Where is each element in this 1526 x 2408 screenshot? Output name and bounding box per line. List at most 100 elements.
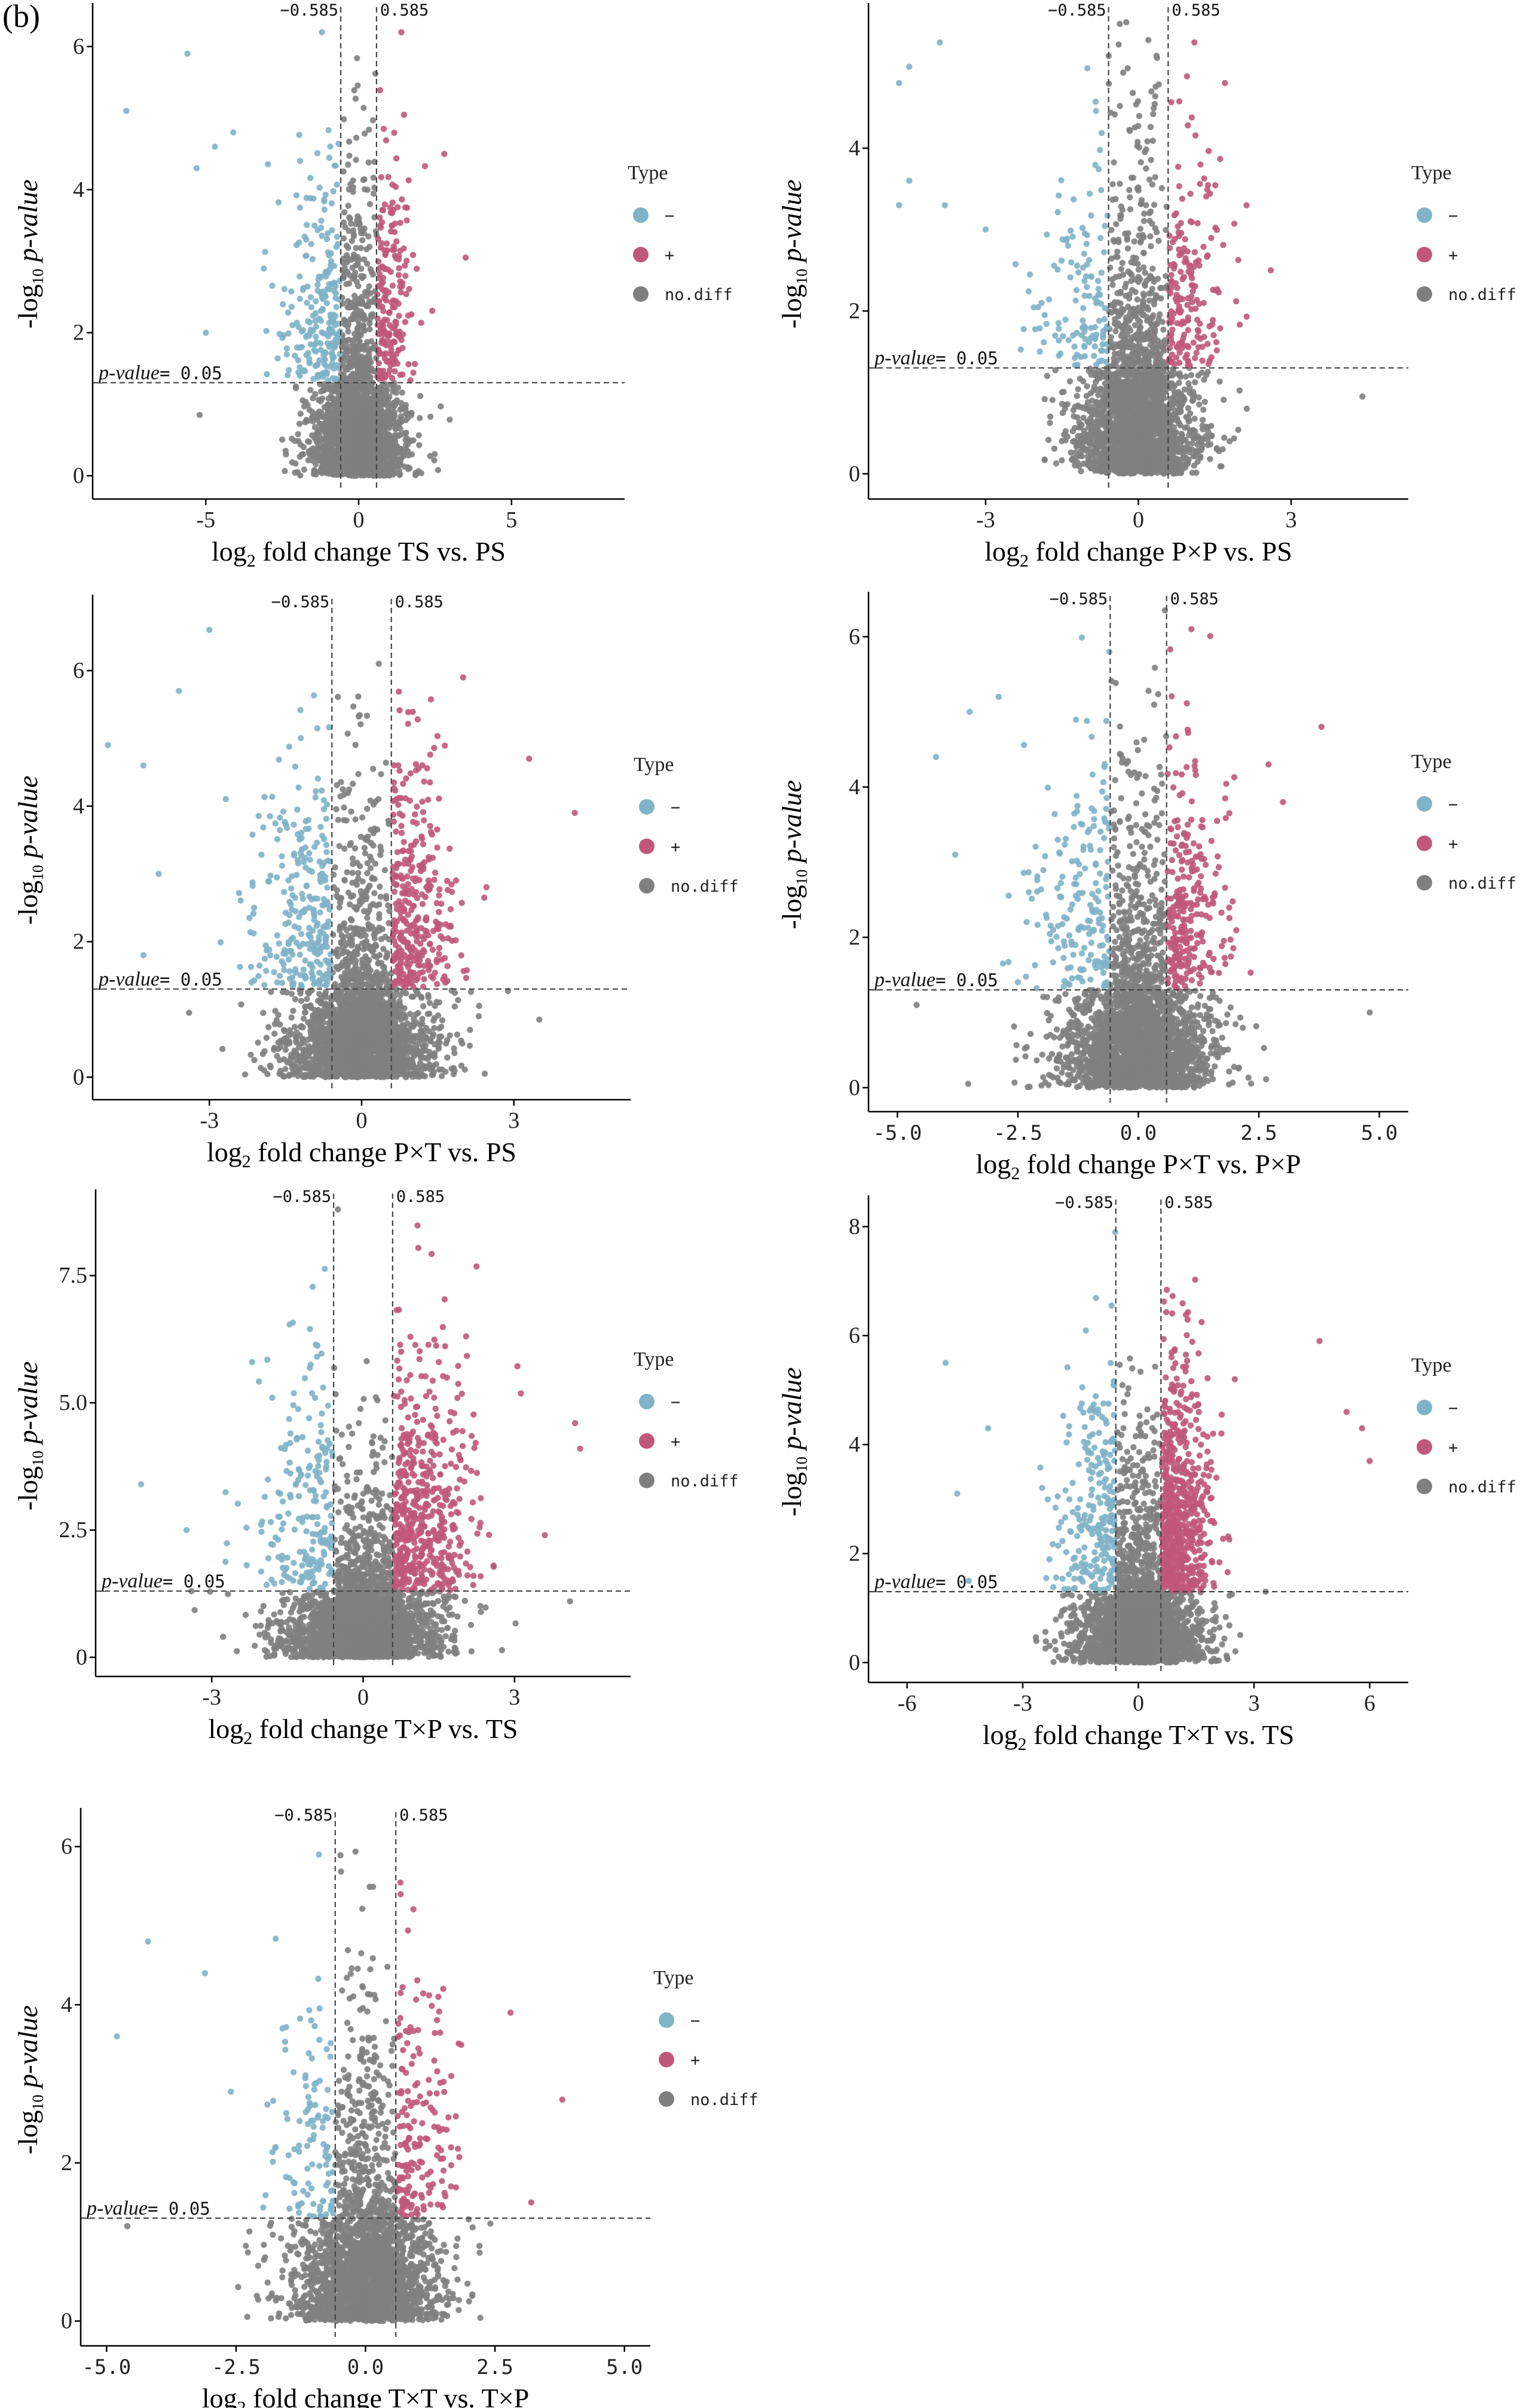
point-nodiff bbox=[345, 138, 353, 145]
point-nodiff bbox=[1045, 436, 1052, 443]
point-nodiff bbox=[1111, 111, 1118, 118]
point-up bbox=[414, 265, 420, 272]
point-down bbox=[296, 273, 303, 280]
point-down bbox=[184, 50, 191, 57]
point-down bbox=[331, 163, 338, 169]
point-nodiff bbox=[355, 363, 362, 370]
point-down bbox=[328, 200, 335, 207]
point-nodiff bbox=[1186, 384, 1193, 391]
point-nodiff bbox=[1160, 345, 1167, 352]
point-up bbox=[389, 199, 396, 206]
point-nodiff bbox=[308, 414, 316, 421]
point-nodiff bbox=[348, 237, 356, 244]
point-nodiff bbox=[347, 272, 353, 279]
point-down bbox=[289, 322, 296, 329]
point-down bbox=[288, 304, 295, 310]
point-nodiff bbox=[340, 235, 347, 242]
point-nodiff bbox=[410, 437, 417, 443]
point-up bbox=[376, 303, 383, 310]
point-nodiff bbox=[351, 87, 357, 94]
point-down bbox=[323, 300, 331, 307]
point-nodiff bbox=[361, 316, 368, 323]
x-tick-label: 5 bbox=[506, 507, 517, 533]
point-down bbox=[304, 299, 310, 306]
point-nodiff bbox=[347, 215, 353, 222]
point-nodiff bbox=[397, 406, 403, 413]
point-up bbox=[386, 310, 393, 316]
point-down bbox=[322, 191, 329, 198]
point-nodiff bbox=[1123, 292, 1129, 299]
point-down bbox=[274, 355, 281, 362]
point-nodiff bbox=[305, 457, 311, 464]
point-nodiff bbox=[1147, 429, 1154, 435]
point-nodiff bbox=[427, 452, 433, 460]
point-nodiff bbox=[360, 414, 367, 421]
point-nodiff bbox=[353, 157, 359, 163]
point-nodiff bbox=[353, 466, 360, 473]
point-nodiff bbox=[347, 316, 354, 323]
point-nodiff bbox=[1143, 165, 1149, 172]
point-nodiff bbox=[326, 414, 333, 421]
point-up bbox=[380, 319, 386, 326]
point-nodiff bbox=[360, 322, 366, 329]
point-nodiff bbox=[1200, 426, 1206, 433]
point-nodiff bbox=[1093, 461, 1100, 468]
point-nodiff bbox=[346, 355, 353, 362]
point-down bbox=[329, 375, 337, 381]
point-up bbox=[399, 283, 405, 290]
point-down bbox=[313, 333, 319, 340]
point-nodiff bbox=[361, 395, 368, 402]
point-nodiff bbox=[1191, 462, 1198, 469]
point-nodiff bbox=[1098, 455, 1105, 461]
point-up bbox=[403, 217, 410, 224]
point-up bbox=[383, 240, 390, 247]
point-nodiff bbox=[1077, 438, 1084, 445]
point-up bbox=[397, 247, 403, 254]
point-nodiff bbox=[377, 419, 383, 426]
point-nodiff bbox=[365, 233, 372, 240]
point-nodiff bbox=[1160, 373, 1167, 380]
point-nodiff bbox=[1123, 280, 1129, 287]
point-nodiff bbox=[1189, 440, 1195, 446]
point-nodiff bbox=[322, 462, 328, 469]
point-nodiff bbox=[381, 472, 388, 479]
point-up bbox=[384, 332, 390, 338]
point-nodiff bbox=[1221, 435, 1228, 441]
point-nodiff bbox=[1087, 365, 1093, 372]
point-nodiff bbox=[291, 437, 298, 444]
point-nodiff bbox=[1149, 137, 1156, 144]
point-nodiff bbox=[1163, 227, 1169, 233]
point-nodiff bbox=[1151, 100, 1158, 108]
point-nodiff bbox=[342, 418, 349, 425]
point-nodiff bbox=[1115, 41, 1122, 48]
point-down bbox=[307, 195, 314, 201]
point-nodiff bbox=[1095, 391, 1102, 399]
point-nodiff bbox=[390, 415, 396, 423]
point-up bbox=[399, 196, 405, 203]
point-nodiff bbox=[1152, 174, 1158, 180]
point-down bbox=[285, 330, 292, 337]
point-nodiff bbox=[350, 380, 356, 387]
point-nodiff bbox=[345, 244, 351, 251]
point-down bbox=[324, 230, 331, 237]
point-down bbox=[269, 282, 276, 289]
point-nodiff bbox=[1091, 369, 1098, 375]
point-down bbox=[316, 184, 323, 191]
point-nodiff bbox=[1137, 319, 1143, 325]
y-title-subscript: 10 bbox=[29, 269, 47, 284]
point-down bbox=[304, 332, 311, 339]
point-nodiff bbox=[297, 472, 304, 479]
point-nodiff bbox=[1148, 455, 1155, 463]
point-nodiff bbox=[385, 432, 392, 438]
point-nodiff bbox=[1135, 123, 1142, 129]
point-nodiff bbox=[1186, 389, 1193, 396]
point-nodiff bbox=[413, 471, 420, 478]
point-up bbox=[397, 219, 403, 226]
point-nodiff bbox=[324, 405, 331, 412]
point-nodiff bbox=[340, 168, 347, 175]
point-down bbox=[293, 241, 300, 249]
point-up bbox=[395, 272, 402, 279]
point-nodiff bbox=[304, 418, 311, 424]
point-nodiff bbox=[292, 385, 299, 391]
point-nodiff bbox=[397, 400, 405, 406]
